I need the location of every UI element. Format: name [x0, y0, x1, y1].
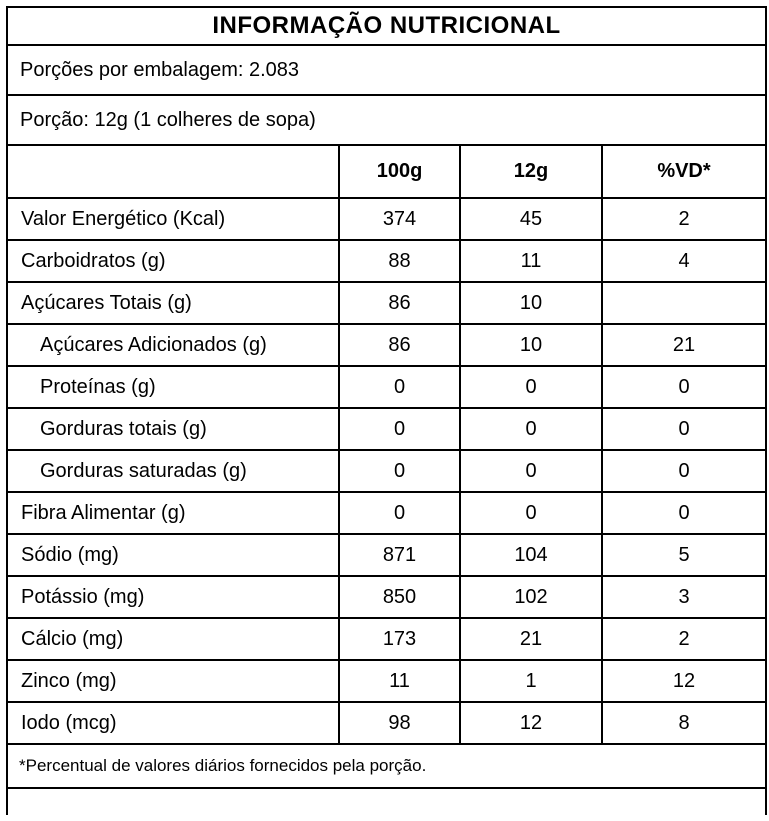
- value-100g: 86: [338, 323, 461, 367]
- value-portion: 1: [459, 659, 603, 703]
- nutrition-label: INFORMAÇÃO NUTRICIONAL Porções por embal…: [6, 6, 767, 815]
- daily-value-footnote: *Percentual de valores diários fornecido…: [6, 743, 767, 789]
- page-title: INFORMAÇÃO NUTRICIONAL: [6, 6, 767, 46]
- value-portion: 12: [459, 701, 603, 745]
- value-portion: 0: [459, 365, 603, 409]
- empty-bottom-row: [6, 787, 767, 815]
- table-row-total-sugars: Açúcares Totais (g) 86 10: [6, 281, 767, 325]
- servings-per-package-text: Porções por embalagem: 2.083: [6, 44, 767, 96]
- value-100g: 11: [338, 659, 461, 703]
- value-daily: 0: [601, 407, 767, 451]
- value-100g: 0: [338, 365, 461, 409]
- value-portion: 104: [459, 533, 603, 577]
- nutrient-label: Potássio (mg): [6, 575, 340, 619]
- col-header-portion: 12g: [459, 144, 603, 199]
- value-100g: 88: [338, 239, 461, 283]
- table-row-total-fat: Gorduras totais (g) 0 0 0: [6, 407, 767, 451]
- nutrient-label: Fibra Alimentar (g): [6, 491, 340, 535]
- table-row-sodium: Sódio (mg) 871 104 5: [6, 533, 767, 577]
- table-row-added-sugars: Açúcares Adicionados (g) 86 10 21: [6, 323, 767, 367]
- nutrient-label: Iodo (mcg): [6, 701, 340, 745]
- nutrient-label: Açúcares Adicionados (g): [6, 323, 340, 367]
- col-header-daily-value: %VD*: [601, 144, 767, 199]
- value-daily: 21: [601, 323, 767, 367]
- value-portion: 102: [459, 575, 603, 619]
- nutrient-label: Proteínas (g): [6, 365, 340, 409]
- table-row-calcium: Cálcio (mg) 173 21 2: [6, 617, 767, 661]
- value-portion: 11: [459, 239, 603, 283]
- nutrient-label: Açúcares Totais (g): [6, 281, 340, 325]
- value-daily: 3: [601, 575, 767, 619]
- value-daily: [601, 281, 767, 325]
- value-100g: 0: [338, 491, 461, 535]
- nutrient-label: Gorduras saturadas (g): [6, 449, 340, 493]
- value-100g: 98: [338, 701, 461, 745]
- nutrient-label: Carboidratos (g): [6, 239, 340, 283]
- value-portion: 10: [459, 323, 603, 367]
- empty-cell: [6, 787, 767, 815]
- value-daily: 2: [601, 617, 767, 661]
- value-100g: 850: [338, 575, 461, 619]
- value-100g: 374: [338, 197, 461, 241]
- footnote-row: *Percentual de valores diários fornecido…: [6, 743, 767, 789]
- table-row-energy: Valor Energético (Kcal) 374 45 2: [6, 197, 767, 241]
- col-header-100g: 100g: [338, 144, 461, 199]
- table-row-potassium: Potássio (mg) 850 102 3: [6, 575, 767, 619]
- value-100g: 173: [338, 617, 461, 661]
- nutrient-label: Gorduras totais (g): [6, 407, 340, 451]
- value-daily: 0: [601, 491, 767, 535]
- nutrient-label: Valor Energético (Kcal): [6, 197, 340, 241]
- table-row-fiber: Fibra Alimentar (g) 0 0 0: [6, 491, 767, 535]
- col-header-empty: [6, 144, 340, 199]
- nutrient-label: Zinco (mg): [6, 659, 340, 703]
- value-daily: 2: [601, 197, 767, 241]
- table-row-protein: Proteínas (g) 0 0 0: [6, 365, 767, 409]
- value-100g: 0: [338, 449, 461, 493]
- servings-row: Porções por embalagem: 2.083: [6, 44, 767, 96]
- value-daily: 0: [601, 365, 767, 409]
- value-portion: 45: [459, 197, 603, 241]
- value-daily: 4: [601, 239, 767, 283]
- column-header-row: 100g 12g %VD*: [6, 144, 767, 199]
- value-daily: 12: [601, 659, 767, 703]
- value-portion: 0: [459, 407, 603, 451]
- nutrition-table: INFORMAÇÃO NUTRICIONAL Porções por embal…: [6, 6, 767, 815]
- value-portion: 10: [459, 281, 603, 325]
- value-100g: 0: [338, 407, 461, 451]
- table-row-iodine: Iodo (mcg) 98 12 8: [6, 701, 767, 745]
- nutrient-label: Cálcio (mg): [6, 617, 340, 661]
- portion-size-text: Porção: 12g (1 colheres de sopa): [6, 94, 767, 146]
- value-portion: 0: [459, 449, 603, 493]
- value-portion: 0: [459, 491, 603, 535]
- portion-row: Porção: 12g (1 colheres de sopa): [6, 94, 767, 146]
- table-row-zinc: Zinco (mg) 11 1 12: [6, 659, 767, 703]
- value-daily: 0: [601, 449, 767, 493]
- nutrient-label: Sódio (mg): [6, 533, 340, 577]
- table-row-saturated-fat: Gorduras saturadas (g) 0 0 0: [6, 449, 767, 493]
- title-row: INFORMAÇÃO NUTRICIONAL: [6, 6, 767, 46]
- table-row-carbs: Carboidratos (g) 88 11 4: [6, 239, 767, 283]
- value-100g: 86: [338, 281, 461, 325]
- value-portion: 21: [459, 617, 603, 661]
- value-daily: 8: [601, 701, 767, 745]
- value-100g: 871: [338, 533, 461, 577]
- value-daily: 5: [601, 533, 767, 577]
